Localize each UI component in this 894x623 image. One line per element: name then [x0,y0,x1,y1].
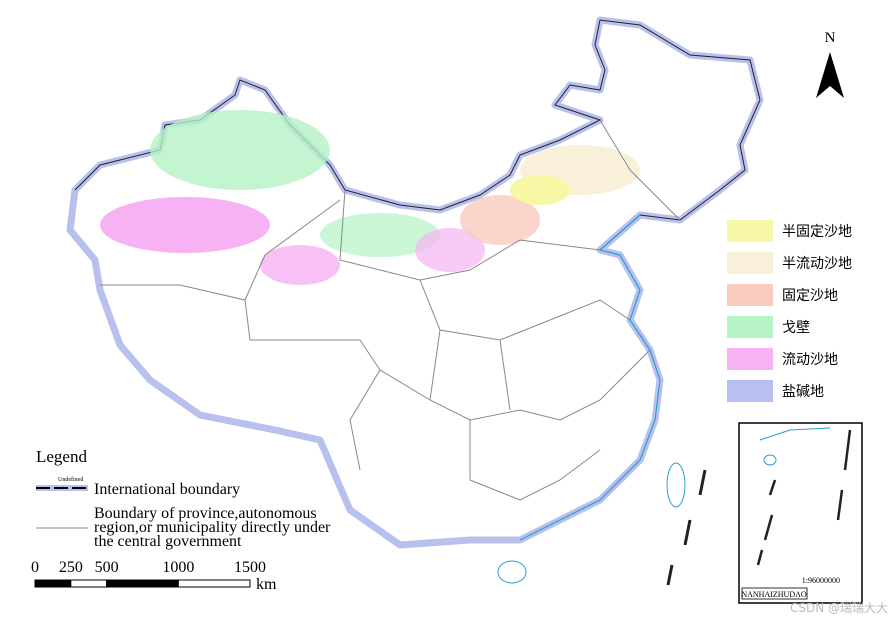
scale-segment [106,579,179,588]
international-boundary-outline [74,19,761,251]
legend-label: 固定沙地 [782,288,838,304]
boundary-legend: Legend Undefined International boundary B… [36,447,331,550]
scale-label: 1500 [234,559,266,576]
inset-label: NANHAIZHUDAO [741,590,807,599]
scale-unit: km [256,576,277,593]
scale-segment [177,579,251,588]
legend-swatch [727,220,773,242]
legend-item-label: International boundary [94,481,240,498]
scale-label: 0 [31,559,39,576]
legend-label: 戈壁 [782,320,810,336]
legend-swatch [727,380,773,402]
scale-segment [34,579,72,588]
sand-area [150,110,330,190]
maritime-boundary [666,469,707,586]
legend-swatch [727,284,773,306]
sand-area [415,228,485,272]
sand-area [510,175,570,205]
sand-area [100,197,270,253]
sand-area [460,195,540,245]
scale-label: 500 [95,559,119,576]
sand-area [320,213,440,257]
legend-swatch [727,316,773,338]
legend-label: 流动沙地 [782,352,838,368]
watermark: CSDN @瑞瑞大大 [790,601,888,615]
china-map [66,16,764,586]
legend-label: 半流动沙地 [782,256,852,272]
legend-item-label: the central government [94,533,242,550]
legend-item-label: region,or municipality directly under [94,519,331,536]
north-label: N [825,30,836,46]
inset-scale: 1:96000000 [802,576,840,585]
undefined-label: Undefined [58,476,83,483]
north-arrow: N [816,30,844,98]
taiwan [666,462,686,508]
legend-item-label: Boundary of province,autonomous [94,505,317,522]
scale-label: 1000 [162,559,194,576]
legend-title: Legend [36,447,87,466]
province-boundaries [100,119,681,501]
legend-swatch [727,348,773,370]
sand-area [260,245,340,285]
legend-label: 半固定沙地 [782,224,852,240]
legend-label: 盐碱地 [782,384,824,400]
legend-swatch [727,252,773,274]
scale-segment [70,579,108,588]
coastline [519,214,661,541]
scale-label: 250 [59,559,83,576]
hainan [497,560,527,584]
international-boundary [66,16,764,549]
inset-map: 1:96000000 NANHAIZHUDAO [738,422,863,604]
